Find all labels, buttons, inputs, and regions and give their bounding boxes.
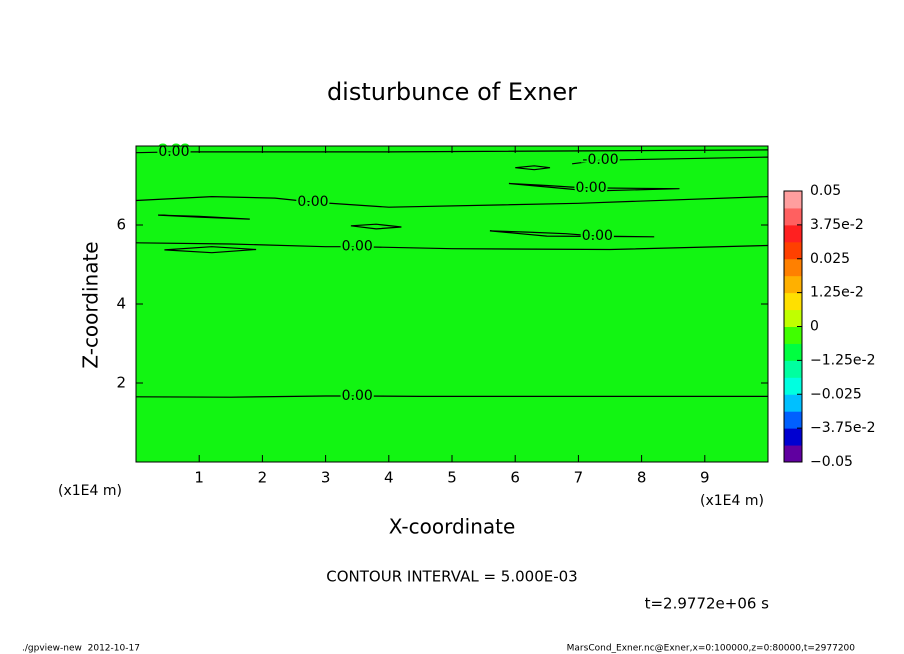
x-tick-label: 3 bbox=[321, 469, 331, 487]
x-tick-label: 8 bbox=[637, 469, 647, 487]
colorbar-tick-label: −0.05 bbox=[810, 454, 853, 470]
x-unit: (x1E4 m) bbox=[700, 493, 764, 509]
contour-line bbox=[515, 165, 551, 171]
x-tick-label: 7 bbox=[574, 469, 584, 487]
contour-label: 0.00 bbox=[297, 194, 328, 210]
y-tick-label: 4 bbox=[116, 295, 126, 313]
contour-label: 0.00 bbox=[575, 180, 606, 196]
contour-line bbox=[572, 156, 769, 165]
y-tick-label: 2 bbox=[116, 374, 126, 392]
x-axis-label: X-coordinate bbox=[389, 515, 516, 539]
colorbar-bin bbox=[784, 309, 802, 327]
x-tick-label: 1 bbox=[194, 469, 204, 487]
annotation: CONTOUR INTERVAL = 5.000E-03 bbox=[326, 568, 577, 586]
contour-label: 0.00 bbox=[158, 144, 189, 160]
x-tick-label: 2 bbox=[258, 469, 268, 487]
colorbar-bin bbox=[784, 207, 802, 226]
contour-label: 0.00 bbox=[342, 388, 373, 404]
footer: ./gpview-new 2012-10-17 bbox=[22, 644, 140, 654]
contour-line bbox=[489, 230, 655, 238]
contour-line bbox=[135, 242, 769, 251]
colorbar-bin bbox=[784, 292, 802, 311]
contour-line bbox=[158, 214, 250, 220]
colorbar-tick-label: 0.05 bbox=[810, 183, 841, 199]
colorbar-tick-label: −0.025 bbox=[810, 386, 862, 402]
contour-label: 0.00 bbox=[582, 228, 613, 244]
contour-label: 0.00 bbox=[342, 239, 373, 255]
colorbar-bin bbox=[784, 343, 802, 361]
colorbar-bin bbox=[784, 275, 802, 294]
footer: MarsCond_Exner.nc@Exner,x=0:100000,z=0:8… bbox=[567, 644, 856, 654]
colorbar-bin bbox=[784, 411, 802, 429]
x-tick-label: 9 bbox=[700, 469, 710, 487]
contour-line bbox=[135, 195, 769, 208]
contour-line bbox=[135, 395, 768, 398]
contour-line bbox=[508, 182, 680, 192]
x-tick-label: 5 bbox=[447, 469, 457, 487]
contour-line bbox=[164, 246, 257, 254]
x-tick-label: 4 bbox=[384, 469, 394, 487]
annotation: t=2.9772e+06 s bbox=[645, 595, 770, 613]
colorbar-tick-label: 3.75e-2 bbox=[810, 217, 864, 233]
colorbar-bin bbox=[784, 241, 802, 260]
colorbar-tick-label: −1.25e-2 bbox=[810, 352, 875, 368]
chart-title: disturbunce of Exner bbox=[327, 78, 577, 106]
colorbar-bin bbox=[784, 224, 802, 243]
x-tick-label: 6 bbox=[510, 469, 520, 487]
colorbar-tick-label: 0.025 bbox=[810, 251, 850, 267]
colorbar-bin bbox=[784, 428, 802, 446]
y-tick-label: 6 bbox=[116, 216, 126, 234]
field bbox=[136, 146, 768, 462]
colorbar-bin bbox=[784, 445, 802, 463]
colorbar-bin bbox=[784, 191, 802, 209]
contour-line bbox=[350, 223, 402, 230]
colorbar-tick-label: −3.75e-2 bbox=[810, 420, 875, 436]
colorbar-bin bbox=[784, 258, 802, 277]
colorbar-tick-label: 1.25e-2 bbox=[810, 285, 864, 301]
contour-label: -0.00 bbox=[582, 152, 618, 168]
y-axis-label: Z-coordinate bbox=[79, 241, 103, 368]
x-unit: (x1E4 m) bbox=[58, 483, 122, 499]
colorbar-bin bbox=[784, 394, 802, 412]
colorbar-bin bbox=[784, 326, 802, 344]
colorbar-bin bbox=[784, 360, 802, 378]
colorbar-bin bbox=[784, 377, 802, 395]
colorbar-tick-label: 0 bbox=[810, 319, 819, 335]
